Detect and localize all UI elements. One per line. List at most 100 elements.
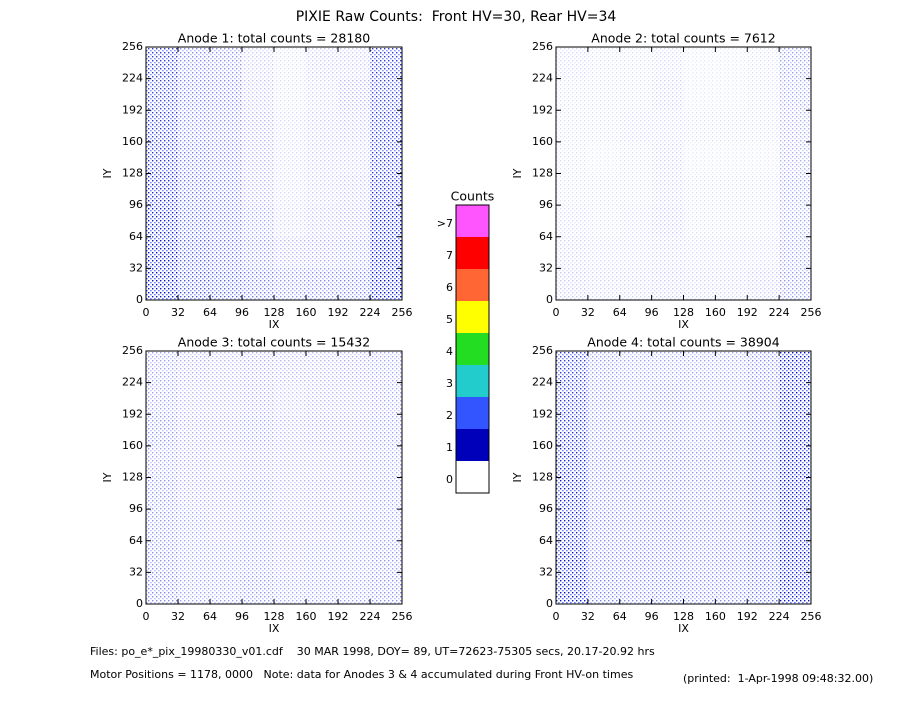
density-cell (338, 477, 370, 510)
density-cell (370, 205, 402, 237)
density-cell (178, 382, 210, 415)
density-cell (210, 173, 242, 206)
density-cell (715, 477, 748, 510)
figure-title: PIXIE Raw Counts: Front HV=30, Rear HV=3… (296, 9, 617, 25)
density-cell (178, 110, 210, 142)
density-cell (587, 445, 620, 478)
density-cell (274, 540, 306, 573)
density-cell (178, 445, 210, 478)
x-tick-label: 0 (553, 610, 560, 623)
density-cell (370, 47, 402, 79)
density-cell (683, 141, 716, 174)
density-cell (370, 236, 402, 269)
x-tick-label: 160 (296, 306, 317, 319)
density-cell (587, 477, 620, 510)
density-cell (651, 268, 684, 300)
density-cell (715, 236, 748, 269)
density-cell (274, 477, 306, 510)
density-cell (370, 509, 402, 541)
y-tick-label: 224 (122, 376, 143, 389)
x-axis-label: IX (269, 318, 280, 331)
density-cell (683, 414, 716, 446)
x-tick-label: 224 (769, 610, 790, 623)
density-cell (370, 477, 402, 510)
density-cell (651, 78, 684, 111)
density-cell (587, 414, 620, 446)
y-tick-label: 256 (122, 40, 143, 53)
density-cell (651, 509, 684, 541)
density-cell (178, 205, 210, 237)
density-cell (146, 110, 178, 142)
y-tick-label: 32 (129, 261, 143, 274)
density-cell (651, 236, 684, 269)
density-cell (370, 382, 402, 415)
density-cell (683, 572, 716, 604)
density-cell (146, 572, 178, 604)
x-tick-label: 96 (645, 610, 659, 623)
density-cell (587, 78, 620, 111)
density-cell (619, 173, 652, 206)
density-cell (587, 382, 620, 415)
density-cell (146, 414, 178, 446)
density-cell (242, 268, 274, 300)
x-tick-label: 0 (553, 306, 560, 319)
density-cell (338, 351, 370, 383)
density-cell (747, 477, 780, 510)
y-tick-label: 256 (532, 344, 553, 357)
density-cell (683, 236, 716, 269)
density-cell (747, 572, 780, 604)
density-cell (651, 477, 684, 510)
density-cell (651, 205, 684, 237)
density-cell (274, 141, 306, 174)
density-cell (747, 236, 780, 269)
colorbar-label: 4 (446, 345, 453, 358)
density-cell (715, 78, 748, 111)
footer-printed: (printed: 1-Apr-1998 09:48:32.00) (683, 672, 873, 685)
panel-title: Anode 3: total counts = 15432 (178, 335, 370, 350)
density-cell (715, 47, 748, 79)
y-tick-label: 128 (532, 167, 553, 180)
density-cell (619, 268, 652, 300)
y-tick-label: 160 (532, 135, 553, 148)
density-cell (556, 78, 588, 111)
density-cell (747, 205, 780, 237)
density-cell (370, 445, 402, 478)
density-cell (370, 540, 402, 573)
y-axis-label: IY (511, 472, 524, 482)
density-cell (242, 236, 274, 269)
density-cell (747, 351, 780, 383)
density-cell (146, 173, 178, 206)
density-cell (242, 78, 274, 111)
y-tick-label: 0 (136, 597, 143, 610)
density-cell (178, 351, 210, 383)
x-tick-label: 128 (264, 306, 285, 319)
density-cell (747, 509, 780, 541)
panel-title: Anode 2: total counts = 7612 (591, 31, 775, 46)
y-tick-label: 0 (546, 293, 553, 306)
density-cell (683, 110, 716, 142)
density-cell (651, 141, 684, 174)
density-cell (715, 205, 748, 237)
y-tick-label: 0 (546, 597, 553, 610)
colorbar-swatch (456, 301, 489, 333)
density-cell (338, 78, 370, 111)
density-cell (178, 540, 210, 573)
y-tick-label: 160 (122, 135, 143, 148)
density-cell (779, 572, 811, 604)
density-cell (683, 445, 716, 478)
density-cell (306, 173, 338, 206)
density-cell (619, 572, 652, 604)
density-cell (146, 351, 178, 383)
colorbar-swatch (456, 269, 489, 301)
density-cell (274, 382, 306, 415)
density-cell (210, 110, 242, 142)
colorbar-swatch (456, 461, 489, 493)
density-cell (683, 509, 716, 541)
colorbar-label: 6 (446, 281, 453, 294)
density-cell (715, 173, 748, 206)
density-cell (683, 540, 716, 573)
density-cell (274, 205, 306, 237)
y-tick-label: 32 (539, 261, 553, 274)
y-tick-label: 96 (539, 502, 553, 515)
